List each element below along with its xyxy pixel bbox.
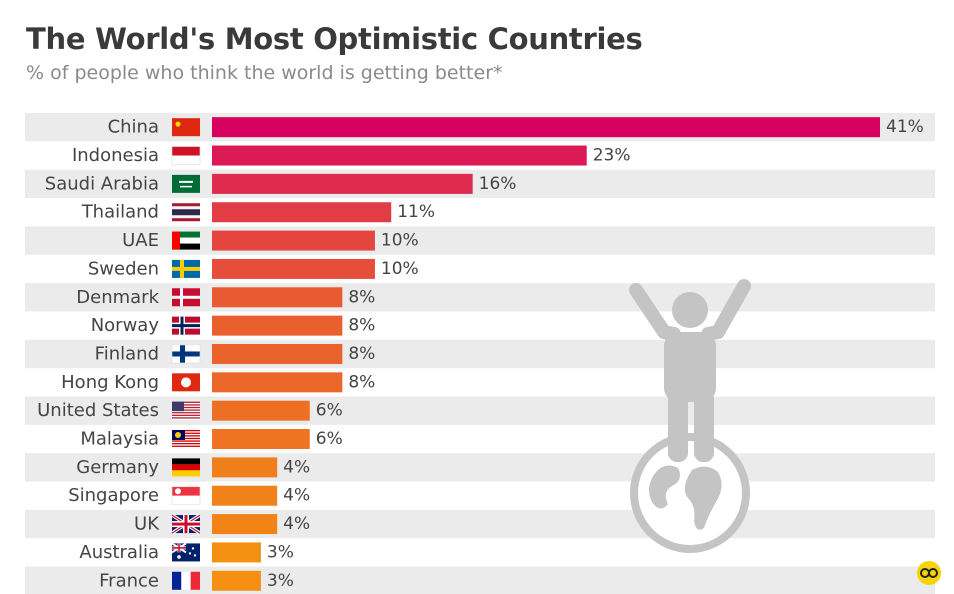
row-stripe	[25, 509, 935, 539]
flag-icon-dk	[172, 288, 200, 307]
flag-icon-sg	[171, 486, 201, 506]
flag-icon-us	[172, 401, 200, 420]
bar	[212, 400, 310, 421]
category-label: Thailand	[81, 202, 159, 223]
flag-icon-fi	[171, 344, 201, 364]
bar	[212, 117, 880, 138]
page-subtitle: % of people who think the world is getti…	[26, 62, 503, 84]
bar	[212, 258, 375, 279]
bar	[212, 202, 392, 223]
bar-row: China 41%	[108, 117, 924, 138]
bar-row: Singapore 4%	[68, 485, 310, 506]
row-stripe	[25, 453, 935, 482]
category-label: UAE	[122, 230, 159, 251]
flag-icon-fr	[172, 571, 200, 590]
value-label: 3%	[267, 571, 294, 591]
value-label: 6%	[316, 401, 343, 421]
bar	[212, 343, 343, 364]
bar	[212, 485, 278, 506]
bar	[212, 145, 587, 166]
bar	[212, 173, 473, 194]
person-on-globe-icon	[629, 279, 751, 553]
category-label: Saudi Arabia	[45, 173, 159, 194]
bar-row: Australia 3%	[79, 542, 293, 563]
value-label: 10%	[381, 231, 419, 251]
flag-icon-cn	[172, 118, 200, 137]
bar-row: Indonesia 23%	[72, 145, 631, 166]
flag-icon-th	[172, 203, 200, 222]
bar	[212, 315, 343, 336]
category-label: Indonesia	[72, 145, 159, 166]
bar-row: Germany 4%	[76, 457, 310, 478]
category-label: Hong Kong	[61, 372, 159, 393]
bar-row: UAE 10%	[122, 230, 419, 251]
category-label: France	[99, 570, 159, 591]
value-label: 4%	[283, 486, 310, 506]
bar	[212, 372, 343, 393]
flag-icon-de	[172, 458, 200, 477]
category-label: Germany	[76, 457, 159, 478]
flag-icon-my	[172, 430, 200, 449]
category-label: Denmark	[76, 287, 159, 308]
value-label: 23%	[593, 146, 631, 166]
bar-row: Finland 8%	[95, 343, 376, 364]
row-stripe	[25, 283, 935, 312]
bar-row: Denmark 8%	[76, 287, 375, 308]
flag-icon-au	[171, 542, 200, 562]
flag-icon-se	[172, 259, 200, 278]
value-label: 4%	[283, 457, 310, 477]
bar-row: France 3%	[99, 570, 294, 591]
bar	[212, 230, 375, 251]
bar	[212, 570, 261, 591]
category-label: Malaysia	[80, 429, 159, 450]
bar-row: Saudi Arabia 16%	[45, 173, 517, 194]
category-label: Singapore	[68, 485, 159, 506]
flag-icon-ae	[172, 231, 200, 250]
bar	[212, 514, 278, 535]
bar-row: Thailand 11%	[81, 202, 435, 223]
bar	[212, 429, 310, 450]
bar-row: United States 6%	[37, 400, 343, 421]
flag-icon-uk	[171, 513, 201, 535]
flag-icon-id	[171, 146, 201, 165]
flag-icon-no	[172, 316, 200, 335]
category-label: Australia	[79, 542, 159, 563]
value-label: 10%	[381, 259, 419, 279]
category-label: Finland	[95, 343, 159, 364]
category-label: United States	[37, 400, 159, 421]
bar	[212, 542, 261, 563]
flag-icon-hk	[172, 373, 200, 392]
value-label: 8%	[348, 316, 375, 336]
category-label: Sweden	[88, 258, 159, 279]
row-stripe	[25, 396, 935, 425]
bar	[212, 287, 343, 308]
value-label: 6%	[316, 429, 343, 449]
value-label: 3%	[267, 542, 294, 562]
bar-row: Hong Kong 8%	[61, 372, 375, 393]
value-label: 11%	[397, 202, 435, 222]
category-label: China	[108, 117, 159, 138]
row-stripe	[25, 566, 935, 594]
value-label: 41%	[886, 117, 924, 137]
value-label: 8%	[348, 344, 375, 364]
value-label: 4%	[283, 514, 310, 534]
category-label: UK	[134, 514, 160, 535]
row-stripe	[25, 226, 935, 255]
value-label: 16%	[479, 174, 517, 194]
value-label: 8%	[348, 287, 375, 307]
statista-logo-icon	[917, 561, 941, 585]
bar	[212, 457, 278, 478]
row-stripe	[25, 339, 935, 369]
bar-row: UK 4%	[134, 514, 310, 535]
flag-icon-sa	[172, 174, 200, 193]
category-label: Norway	[91, 315, 160, 336]
page-title: The World's Most Optimistic Countries	[26, 22, 643, 56]
bar-row: Sweden 10%	[88, 258, 419, 279]
value-label: 8%	[348, 372, 375, 392]
bar-row: Norway 8%	[91, 315, 376, 336]
bar-row: Malaysia 6%	[80, 429, 342, 450]
